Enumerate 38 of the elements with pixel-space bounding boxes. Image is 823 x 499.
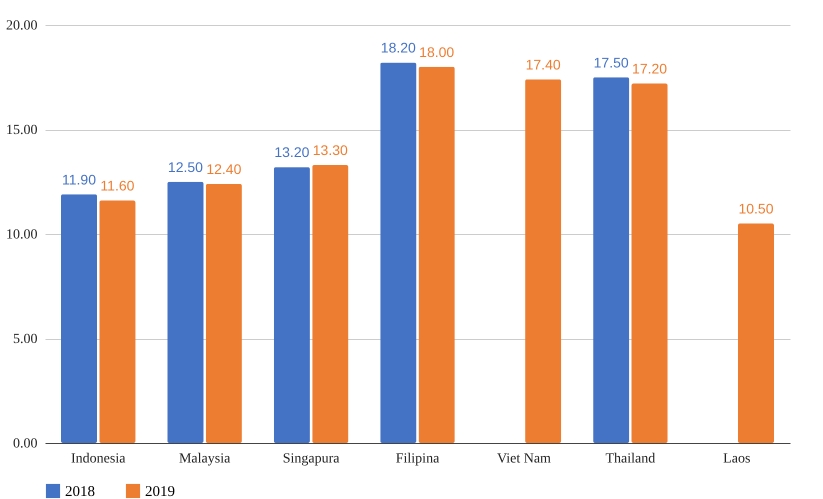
data-label: 18.20 [380,40,416,56]
y-tick-label: 15.00 [6,123,38,138]
x-tick-label: Filipina [396,452,440,466]
x-tick-label: Viet Nam [496,452,552,466]
x-tick-label: Malaysia [178,452,232,466]
bar [312,165,348,443]
x-tick-label: Indonesia [70,452,126,466]
bar [99,200,136,443]
data-label: 13.30 [312,142,348,158]
bar [418,66,455,443]
data-label: 17.40 [526,56,561,72]
data-label: 17.20 [632,60,668,77]
data-label: 12.40 [206,160,242,177]
bar [167,182,204,443]
data-label: 17.50 [594,54,629,70]
bar [593,77,630,443]
bar [738,224,774,443]
bar [274,167,310,443]
y-tick-label: 0.00 [13,436,38,452]
legend-label: 2019 [145,484,175,499]
x-tick-label: Singapura [282,452,340,466]
bar [60,194,98,443]
bar [525,79,562,443]
bar [206,184,242,443]
bar [632,84,668,443]
bar [380,62,416,443]
x-tick-label: Laos [723,452,750,466]
y-tick-label: 10.00 [6,228,38,242]
y-tick-label: 5.00 [13,332,38,347]
data-label: 12.50 [168,158,204,175]
data-label: 11.90 [62,171,96,188]
legend-label: 2018 [65,484,95,499]
x-tick-label: Thailand [605,452,656,466]
data-label: 18.00 [419,44,454,60]
y-tick-label: 20.00 [6,18,38,34]
data-label: 11.60 [100,178,135,194]
data-label: 10.50 [738,200,774,217]
data-label: 13.20 [274,144,310,160]
